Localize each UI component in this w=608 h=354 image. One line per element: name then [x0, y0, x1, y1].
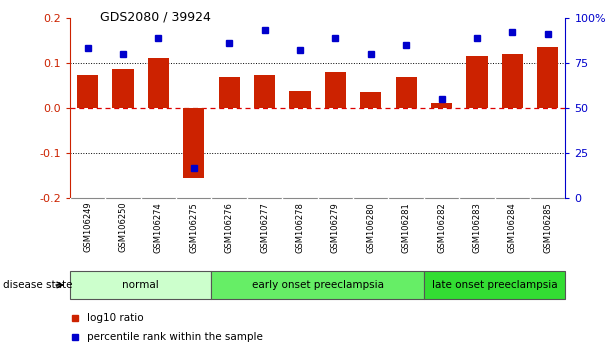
Bar — [396, 77, 417, 108]
Text: percentile rank within the sample: percentile rank within the sample — [88, 332, 263, 342]
Bar — [289, 91, 311, 108]
Bar — [183, 108, 204, 178]
Text: late onset preeclampsia: late onset preeclampsia — [432, 280, 558, 290]
Bar — [325, 72, 346, 108]
Text: GSM106285: GSM106285 — [543, 202, 552, 253]
Text: GDS2080 / 39924: GDS2080 / 39924 — [100, 11, 211, 24]
Text: log10 ratio: log10 ratio — [88, 313, 144, 323]
Text: GSM106276: GSM106276 — [225, 202, 233, 253]
Text: disease state: disease state — [3, 280, 72, 290]
FancyBboxPatch shape — [424, 271, 565, 299]
FancyBboxPatch shape — [212, 271, 424, 299]
Bar — [77, 75, 98, 108]
Text: GSM106282: GSM106282 — [437, 202, 446, 253]
Text: GSM106274: GSM106274 — [154, 202, 163, 253]
Text: normal: normal — [122, 280, 159, 290]
Text: GSM106281: GSM106281 — [402, 202, 410, 253]
Bar — [502, 54, 523, 108]
Text: GSM106280: GSM106280 — [366, 202, 375, 253]
Text: GSM106284: GSM106284 — [508, 202, 517, 253]
Text: early onset preeclampsia: early onset preeclampsia — [252, 280, 384, 290]
Bar — [112, 69, 134, 108]
Bar — [466, 56, 488, 108]
Bar — [254, 75, 275, 108]
Text: GSM106250: GSM106250 — [119, 202, 128, 252]
FancyBboxPatch shape — [70, 271, 212, 299]
Text: GSM106278: GSM106278 — [295, 202, 305, 253]
Bar — [431, 103, 452, 108]
Text: GSM106275: GSM106275 — [189, 202, 198, 253]
Text: GSM106249: GSM106249 — [83, 202, 92, 252]
Text: GSM106279: GSM106279 — [331, 202, 340, 253]
Bar — [148, 58, 169, 108]
Bar — [537, 47, 558, 108]
Bar — [360, 92, 381, 108]
Text: GSM106277: GSM106277 — [260, 202, 269, 253]
Bar — [219, 77, 240, 108]
Text: GSM106283: GSM106283 — [472, 202, 482, 253]
